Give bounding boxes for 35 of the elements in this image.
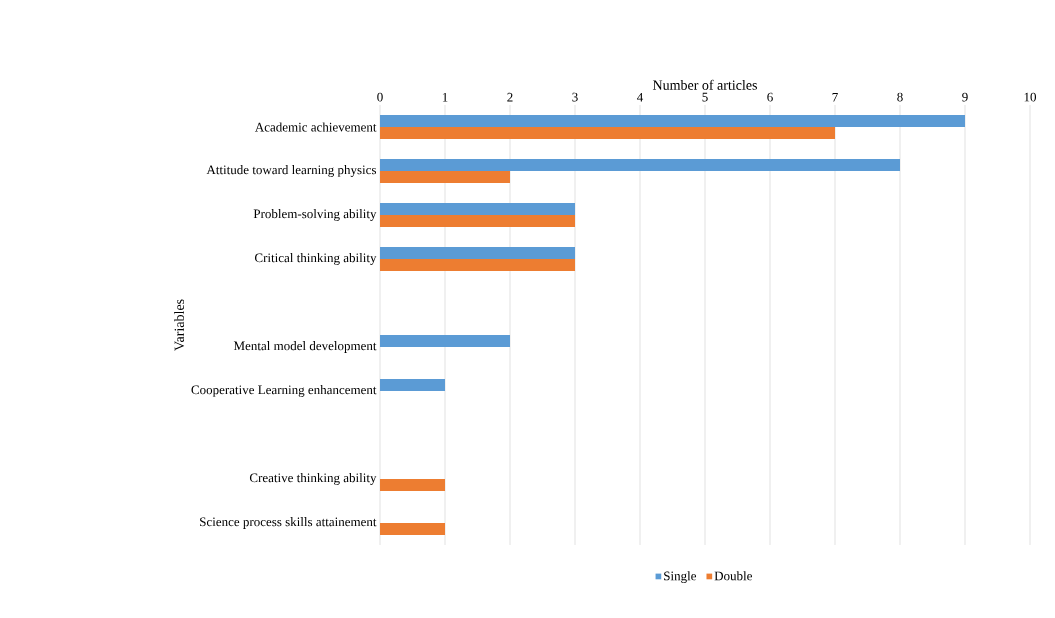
y-tick-label: Mental model development — [233, 341, 377, 353]
x-tick-label: 9 — [962, 92, 968, 102]
bar — [380, 126, 835, 139]
x-tick-label: 5 — [702, 92, 708, 102]
x-tick-label: 2 — [507, 92, 513, 102]
bar — [380, 158, 900, 171]
y-tick-label: Attitude toward learning physics — [206, 165, 377, 177]
bar — [380, 246, 575, 259]
x-tick-label: 4 — [637, 92, 644, 102]
x-tick-label: 1 — [442, 92, 448, 102]
x-tick-label: 0 — [377, 92, 383, 102]
legend-label: Single — [664, 571, 697, 584]
legend-label: Double — [714, 571, 752, 581]
x-axis-title: Number of articles — [652, 79, 757, 90]
y-tick-label: Creative thinking ability — [249, 473, 377, 485]
bar — [380, 170, 510, 183]
bar — [380, 214, 575, 227]
y-tick-label: Cooperative Learning enhancement — [191, 385, 377, 397]
bar — [380, 334, 510, 347]
x-tick-label: 10 — [1024, 92, 1036, 102]
x-tick-label: 3 — [572, 92, 578, 102]
x-tick-label: 6 — [767, 92, 773, 102]
bar — [380, 478, 445, 491]
bar — [380, 114, 965, 127]
bar — [380, 258, 575, 271]
y-tick-label: Problem-solving ability — [253, 209, 377, 221]
y-tick-label: Academic achievement — [254, 122, 377, 132]
y-tick-label: Critical thinking ability — [254, 253, 377, 265]
bar — [380, 202, 575, 215]
bar — [380, 378, 445, 391]
bar — [380, 522, 445, 535]
x-tick-label: 8 — [897, 92, 903, 102]
y-tick-label: Science process skills attainement — [200, 517, 377, 529]
x-tick-label: 7 — [832, 92, 838, 102]
y-axis-title: Variables — [174, 299, 185, 351]
